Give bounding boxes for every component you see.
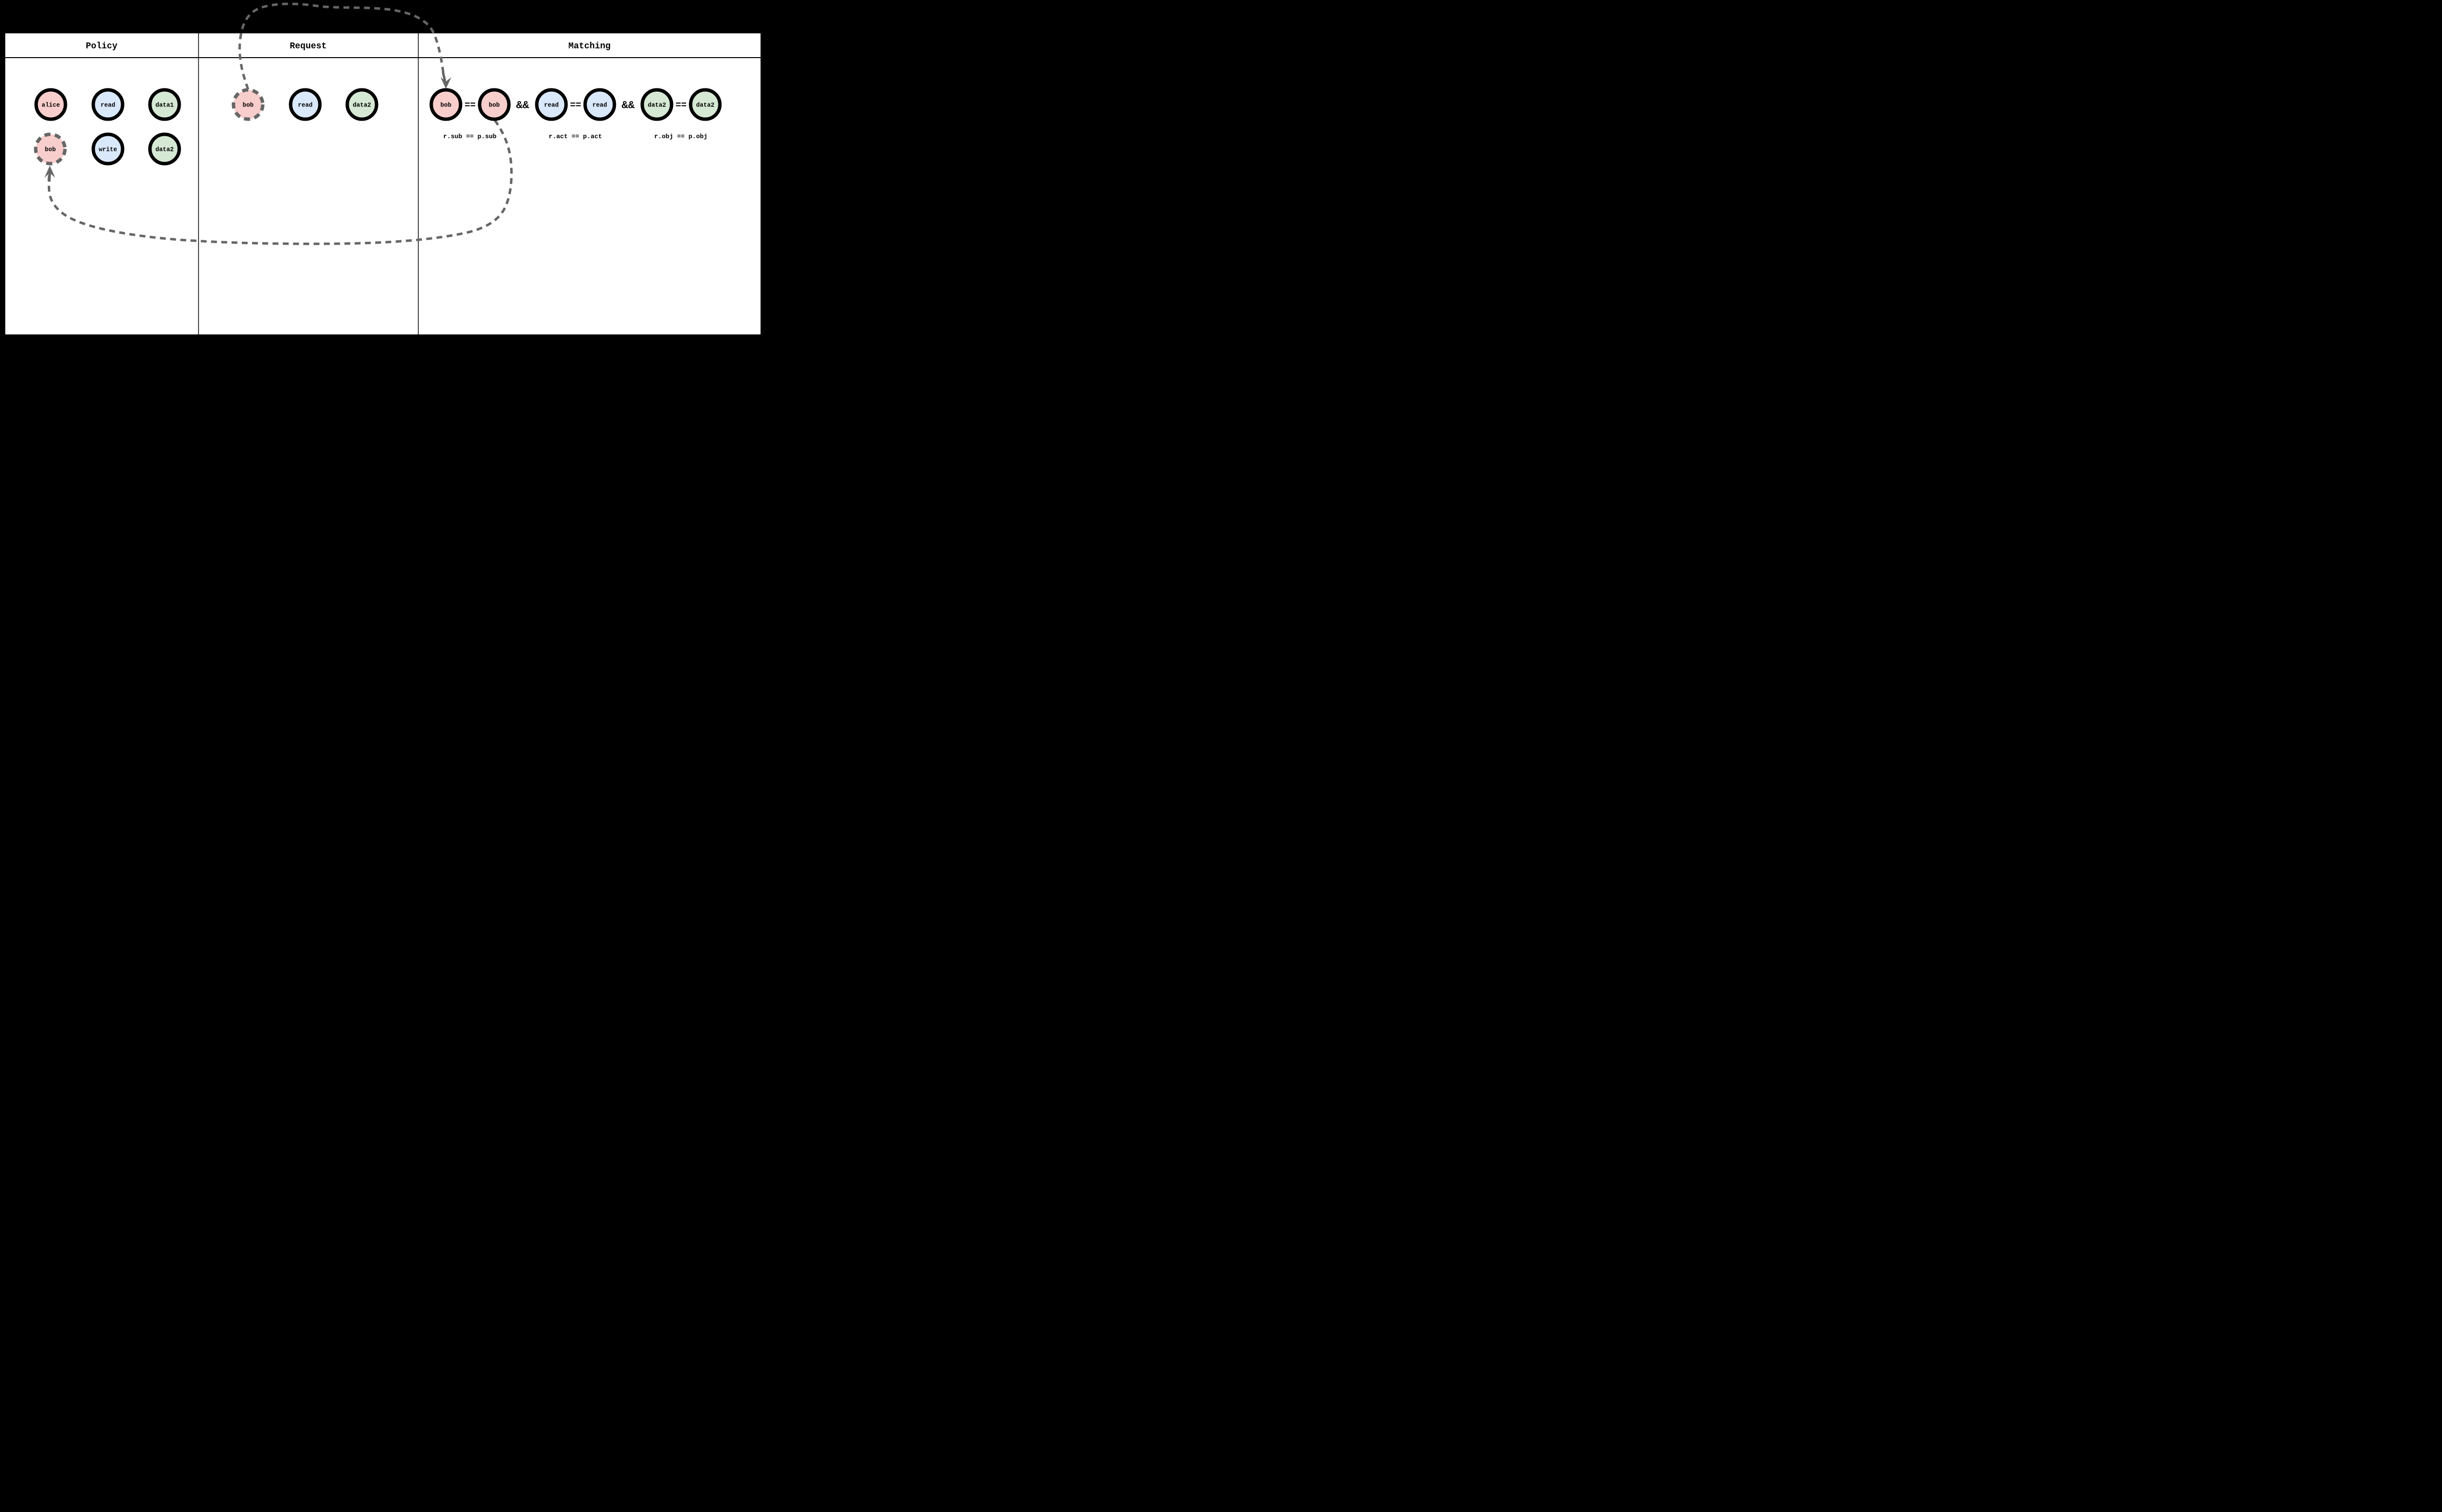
node-label: data2 — [353, 102, 371, 109]
and-operator-2: && — [622, 100, 635, 112]
column-header-matching: Matching — [568, 42, 610, 51]
node-circle — [345, 88, 379, 121]
node-matching-r-obj: data2 — [640, 88, 674, 121]
node-circle-highlighted — [34, 132, 67, 166]
table-background — [4, 32, 762, 336]
node-policy-read: read — [91, 88, 125, 121]
node-circle — [429, 88, 463, 121]
node-circle — [640, 88, 674, 121]
node-label: data1 — [155, 102, 174, 109]
node-request-bob: bob — [232, 88, 265, 121]
node-circle — [689, 88, 722, 121]
node-circle — [148, 88, 181, 121]
column-header-policy: Policy — [86, 42, 118, 51]
node-label: alice — [42, 102, 60, 109]
equals-operator-sub: == — [464, 100, 476, 111]
node-label: read — [544, 102, 559, 109]
node-label: read — [592, 102, 607, 109]
node-label: read — [298, 102, 313, 109]
equals-operator-obj: == — [675, 100, 687, 111]
node-label: bob — [243, 102, 254, 109]
node-label: data2 — [696, 102, 715, 109]
node-label: bob — [489, 102, 500, 109]
node-label: data2 — [155, 147, 174, 153]
node-circle — [91, 132, 125, 166]
dashed-flow-request-to-matching — [238, 2, 445, 90]
node-label: bob — [45, 147, 56, 153]
node-circle — [148, 132, 181, 166]
diagram-canvas: Policy Request Matching alice read data1… — [0, 0, 766, 340]
node-circle-highlighted — [232, 88, 265, 121]
node-policy-data2: data2 — [148, 132, 181, 166]
node-circle — [289, 88, 322, 121]
node-matching-r-sub: bob — [429, 88, 463, 121]
match-rule-act: r.act == p.act — [548, 133, 602, 140]
node-matching-p-obj: data2 — [689, 88, 722, 121]
dashed-flow-matching-to-policy — [47, 119, 513, 245]
and-operator-1: && — [516, 100, 529, 112]
node-request-read: read — [289, 88, 322, 121]
node-matching-r-act: read — [535, 88, 568, 121]
node-policy-data1: data1 — [148, 88, 181, 121]
equals-operator-act: == — [570, 100, 581, 111]
node-label: write — [99, 147, 117, 153]
node-circle — [91, 88, 125, 121]
node-circle — [34, 88, 67, 121]
node-policy-alice: alice — [34, 88, 67, 121]
arrow-head-up-icon — [44, 166, 55, 178]
node-circle — [535, 88, 568, 121]
node-matching-p-act: read — [583, 88, 616, 121]
node-label: bob — [441, 102, 452, 109]
node-request-data2: data2 — [345, 88, 379, 121]
node-circle — [478, 88, 511, 121]
node-circle — [583, 88, 616, 121]
node-matching-p-sub: bob — [478, 88, 511, 121]
match-rule-obj: r.obj == p.obj — [654, 133, 707, 140]
node-policy-write: write — [91, 132, 125, 166]
node-label: read — [101, 102, 115, 109]
column-header-request: Request — [290, 42, 327, 51]
match-rule-sub: r.sub == p.sub — [443, 133, 496, 140]
arrow-head-down-icon — [441, 77, 451, 89]
node-policy-bob: bob — [34, 132, 67, 166]
policy-matching-diagram: Policy Request Matching alice read data1… — [0, 0, 766, 340]
node-label: data2 — [648, 102, 666, 109]
